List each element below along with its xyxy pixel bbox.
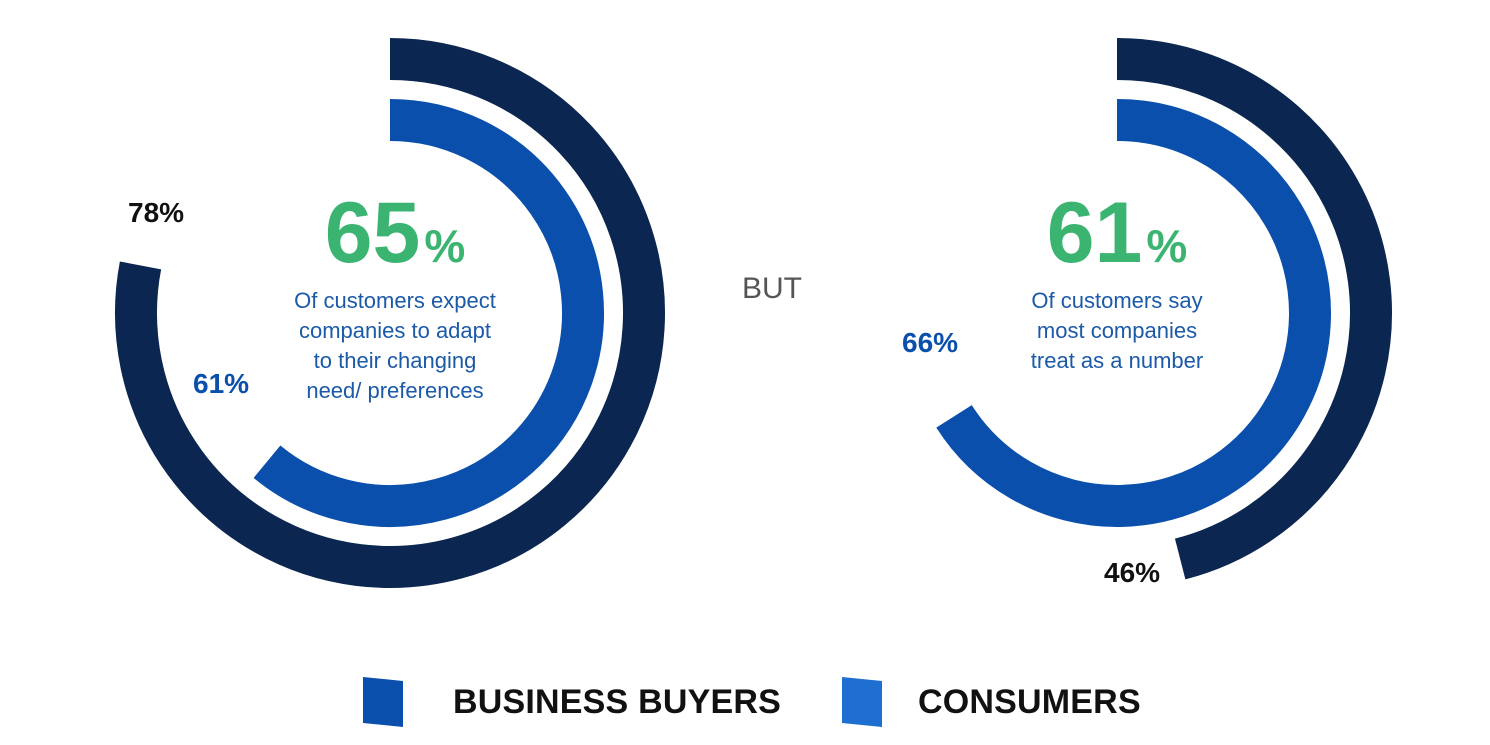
description-line: need/ preferences (306, 378, 483, 403)
radial-chart-1: 65% Of customers expect companies to adapt… (115, 38, 665, 588)
value-label-business-buyers: 46% (1104, 557, 1160, 588)
legend-label-business-buyers: BUSINESS BUYERS (453, 682, 781, 721)
description-line: treat as a number (1031, 348, 1203, 373)
headline-unit: % (1146, 220, 1187, 272)
value-label-business-buyers: 78% (128, 197, 184, 228)
headline-value: 61% (1047, 185, 1188, 281)
description-line: Of customers expect (294, 288, 496, 313)
connector-text: BUT (742, 272, 802, 305)
legend-item-business-buyers: BUSINESS BUYERS (363, 676, 781, 728)
arc-business-buyers (115, 38, 665, 588)
value-label-consumers: 61% (193, 368, 249, 399)
headline-value: 65% (325, 185, 466, 281)
arc-consumers (253, 99, 604, 527)
description-line: Of customers say (1031, 288, 1202, 313)
legend-swatch-consumers (842, 677, 882, 727)
legend-item-consumers: CONSUMERS (842, 676, 1141, 728)
legend-swatch-business-buyers (363, 677, 403, 727)
radial-chart-2: 61% Of customers say most companies treat a… (902, 38, 1392, 588)
legend-label-consumers: CONSUMERS (918, 682, 1141, 721)
description-line: companies to adapt (299, 318, 491, 343)
description-line: most companies (1037, 318, 1197, 343)
arc-consumers (936, 99, 1331, 527)
headline-number: 65 (325, 185, 421, 281)
description-line: to their changing (314, 348, 477, 373)
headline-number: 61 (1047, 185, 1143, 281)
value-label-consumers: 66% (902, 327, 958, 358)
headline-unit: % (424, 220, 465, 272)
arc-business-buyers (1116, 38, 1392, 580)
